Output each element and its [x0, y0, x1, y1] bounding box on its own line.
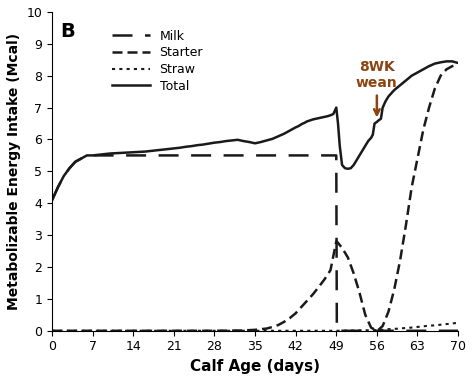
Starter: [375, 328, 380, 333]
Line: Milk: Milk: [52, 155, 458, 331]
Starter: [316, 285, 322, 289]
Milk: [61, 174, 67, 178]
Legend: Milk, Starter, Straw, Total: Milk, Starter, Straw, Total: [107, 24, 208, 98]
Starter: [334, 239, 340, 244]
Straw: [432, 323, 438, 328]
Starter: [293, 311, 298, 315]
Starter: [270, 325, 275, 329]
Starter: [264, 326, 270, 331]
Starter: [275, 323, 281, 327]
Total: [348, 166, 354, 170]
Starter: [374, 328, 380, 333]
Milk: [171, 153, 177, 158]
Straw: [438, 322, 444, 327]
Starter: [298, 304, 304, 309]
Straw: [455, 320, 461, 325]
Starter: [432, 86, 438, 91]
Starter: [438, 74, 444, 78]
Starter: [420, 128, 426, 132]
Starter: [351, 271, 357, 276]
Milk: [72, 160, 78, 164]
Starter: [449, 64, 455, 69]
Starter: [385, 309, 391, 314]
Starter: [415, 156, 420, 161]
Line: Total: Total: [52, 61, 458, 200]
Straw: [385, 327, 391, 331]
Milk: [455, 328, 461, 333]
Total: [455, 61, 461, 65]
Milk: [55, 185, 61, 190]
Starter: [305, 298, 310, 303]
Straw: [420, 324, 426, 328]
Total: [444, 59, 449, 64]
Straw: [426, 323, 432, 328]
Text: B: B: [60, 21, 75, 40]
Starter: [392, 287, 397, 291]
Starter: [426, 105, 432, 110]
Starter: [409, 185, 414, 190]
Straw: [374, 328, 380, 333]
Line: Straw: Straw: [52, 323, 458, 331]
Starter: [241, 328, 246, 333]
Starter: [211, 328, 217, 333]
Milk: [96, 153, 101, 158]
Starter: [362, 312, 368, 317]
Starter: [397, 258, 403, 263]
Starter: [333, 239, 339, 244]
Starter: [252, 328, 258, 332]
Straw: [333, 328, 339, 333]
Milk: [131, 153, 136, 158]
Milk: [328, 153, 333, 158]
Total: [49, 198, 55, 202]
Starter: [368, 325, 374, 330]
Straw: [403, 326, 409, 330]
Milk: [78, 156, 84, 161]
Straw: [392, 327, 397, 331]
Straw: [380, 328, 385, 332]
Total: [206, 141, 211, 146]
Straw: [49, 328, 55, 333]
Straw: [415, 325, 420, 329]
Starter: [455, 62, 461, 67]
Starter: [357, 290, 362, 295]
Starter: [328, 268, 333, 272]
Milk: [333, 153, 339, 158]
Straw: [409, 325, 414, 330]
Milk: [84, 153, 90, 158]
Starter: [444, 67, 449, 72]
Starter: [345, 255, 350, 260]
Straw: [444, 322, 449, 327]
Milk: [334, 328, 340, 333]
X-axis label: Calf Age (days): Calf Age (days): [190, 359, 320, 374]
Line: Starter: Starter: [52, 64, 458, 331]
Starter: [281, 320, 287, 324]
Milk: [211, 153, 217, 158]
Starter: [322, 277, 327, 282]
Milk: [293, 153, 298, 158]
Starter: [339, 246, 345, 250]
Y-axis label: Metabolizable Energy Intake (Mcal): Metabolizable Energy Intake (Mcal): [7, 33, 21, 310]
Total: [119, 150, 124, 155]
Straw: [397, 326, 403, 331]
Total: [432, 61, 438, 66]
Milk: [90, 153, 96, 158]
Starter: [49, 328, 55, 333]
Starter: [403, 223, 409, 228]
Milk: [67, 166, 72, 170]
Milk: [252, 153, 258, 158]
Starter: [310, 292, 316, 296]
Starter: [380, 324, 385, 328]
Straw: [449, 321, 455, 326]
Total: [378, 117, 384, 121]
Total: [383, 99, 388, 104]
Text: 8WK
wean: 8WK wean: [356, 60, 398, 115]
Milk: [49, 198, 55, 202]
Starter: [287, 316, 293, 320]
